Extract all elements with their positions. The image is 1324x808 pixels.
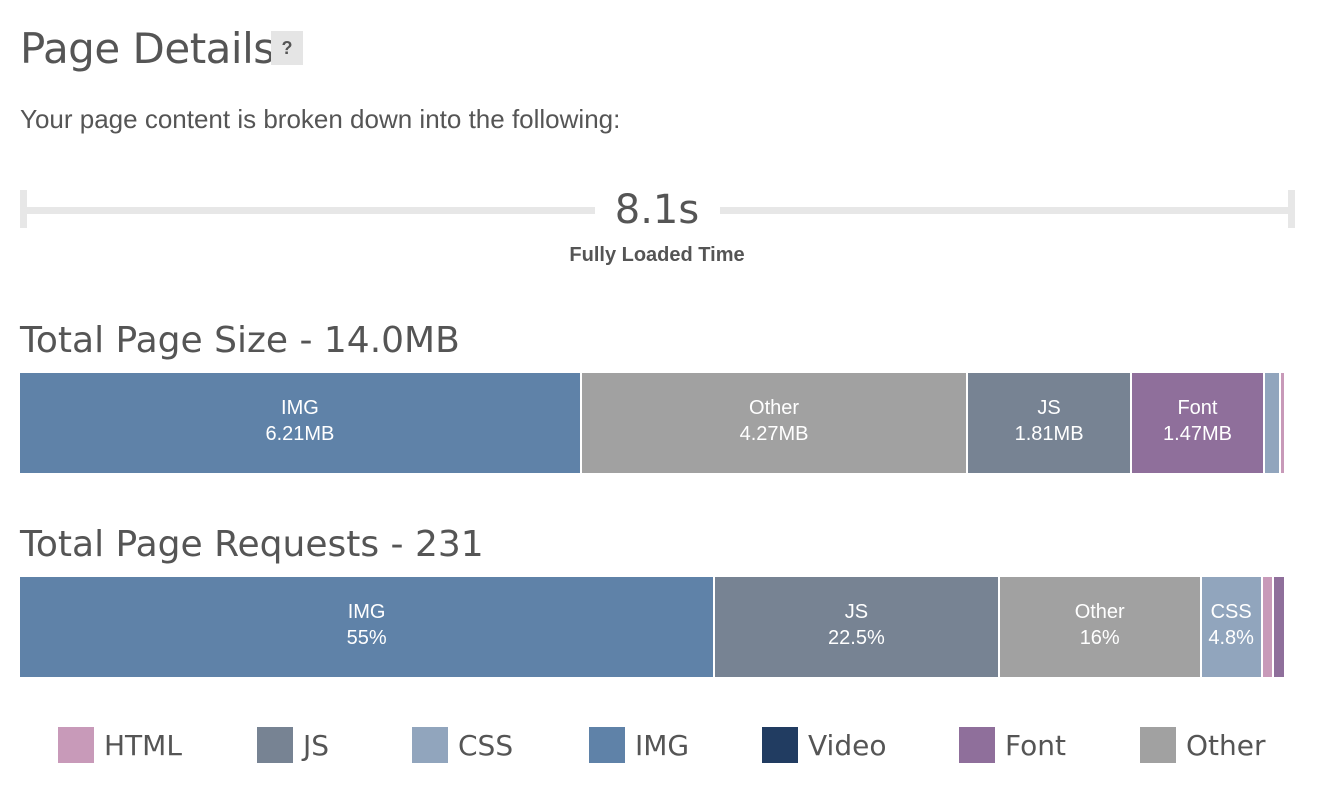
segment-label: CSS xyxy=(1210,601,1252,623)
segment-label: JS xyxy=(1037,397,1061,419)
fully-loaded-time-value: 8.1s xyxy=(614,187,700,233)
chart-legend: HTML JS CSS IMG Video Font Other xyxy=(58,727,1298,767)
bar-segment-other[interactable]: Other 16% xyxy=(999,577,1202,677)
load-time-timeline xyxy=(20,190,1295,230)
legend-swatch xyxy=(58,727,94,763)
bar-segment-css[interactable] xyxy=(1264,373,1282,473)
timeline-end-cap xyxy=(1288,190,1295,228)
legend-label: IMG xyxy=(635,729,690,762)
legend-swatch xyxy=(412,727,448,763)
legend-swatch xyxy=(257,727,293,763)
legend-swatch xyxy=(589,727,625,763)
segment-value: 4.27MB xyxy=(739,423,809,445)
segment-value: 6.21MB xyxy=(265,423,335,445)
segment-value: 55% xyxy=(346,627,387,649)
page-size-title: Total Page Size - 14.0MB xyxy=(20,320,460,361)
timeline-line-left xyxy=(20,207,595,214)
help-button[interactable]: ? xyxy=(271,31,303,65)
legend-label: HTML xyxy=(104,729,182,762)
legend-label: Video xyxy=(808,729,887,762)
segment-label: IMG xyxy=(281,397,319,419)
legend-label: Font xyxy=(1005,729,1066,762)
legend-label: JS xyxy=(303,729,330,762)
legend-swatch xyxy=(1140,727,1176,763)
legend-swatch xyxy=(762,727,798,763)
segment-value: 1.47MB xyxy=(1163,423,1232,445)
bar-segment-img[interactable]: IMG 55% xyxy=(20,577,716,677)
bar-segment-html[interactable] xyxy=(1281,373,1284,473)
segment-value: 22.5% xyxy=(828,627,885,649)
segment-label: Other xyxy=(749,397,800,419)
bar-segment-other[interactable]: Other 4.27MB xyxy=(581,373,969,473)
bar-segment-img[interactable]: IMG 6.21MB xyxy=(20,373,582,473)
legend-label: CSS xyxy=(458,729,514,762)
bar-segment-font[interactable] xyxy=(1273,577,1284,677)
segment-label: Other xyxy=(1074,601,1125,623)
segment-value: 1.81MB xyxy=(1014,423,1084,445)
fully-loaded-time-label: Fully Loaded Time xyxy=(569,244,745,266)
bar-segment-js[interactable]: JS 1.81MB xyxy=(968,373,1132,473)
legend-label: Other xyxy=(1186,729,1266,762)
legend-swatch xyxy=(959,727,995,763)
page-size-bar: IMG 6.21MB Other 4.27MB JS 1.81MB Font 1.47MB xyxy=(20,373,1284,473)
bar-segment-html[interactable] xyxy=(1262,577,1274,677)
page-requests-title: Total Page Requests - 231 xyxy=(20,524,484,565)
page-title: Page Details xyxy=(20,24,275,73)
bar-segment-css[interactable]: CSS 4.8% xyxy=(1201,577,1263,677)
segment-label: IMG xyxy=(347,601,386,623)
page-requests-bar: IMG 55% JS 22.5% Other 16% CSS 4.8% xyxy=(20,577,1284,677)
segment-value: 16% xyxy=(1079,627,1120,649)
segment-value: 4.8% xyxy=(1208,627,1254,649)
segment-label: Font xyxy=(1177,397,1218,419)
segment-label: JS xyxy=(844,601,869,623)
page-subtitle: Your page content is broken down into th… xyxy=(20,104,621,134)
bar-segment-js[interactable]: JS 22.5% xyxy=(715,577,1000,677)
bar-segment-font[interactable]: Font 1.47MB xyxy=(1131,373,1265,473)
timeline-line-right xyxy=(720,207,1295,214)
